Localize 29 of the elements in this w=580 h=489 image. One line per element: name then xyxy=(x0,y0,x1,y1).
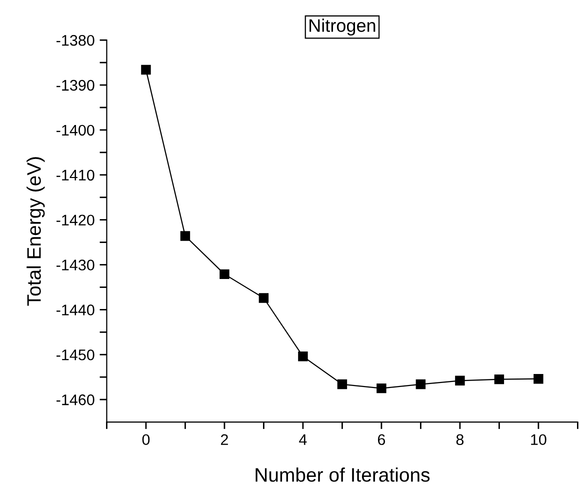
y-tick-label: -1460 xyxy=(56,394,94,406)
y-tick-label: -1390 xyxy=(56,80,94,91)
point xyxy=(337,379,348,390)
y-tick-label: -1450 xyxy=(56,349,94,360)
x-axis-title: Number of Iterations xyxy=(256,468,430,482)
y-tick-label: -1420 xyxy=(56,214,94,226)
chart-title: Nitrogen xyxy=(310,18,376,36)
point xyxy=(258,293,269,303)
x-tick-label: 10 xyxy=(531,434,546,446)
y-tick-label: -1430 xyxy=(56,260,94,270)
point xyxy=(298,352,308,362)
y-tick-label: -1410 xyxy=(56,170,94,181)
y-axis-title: Total Energy (eV) xyxy=(26,157,45,306)
point xyxy=(220,269,230,280)
x-tick-label: 0 xyxy=(142,434,150,446)
point xyxy=(494,374,504,384)
y-tick-label: -1440 xyxy=(56,304,94,316)
point xyxy=(141,64,151,75)
point xyxy=(180,231,190,241)
x-tick-label: 4 xyxy=(299,434,307,445)
point xyxy=(416,379,426,390)
point xyxy=(534,374,544,384)
point xyxy=(455,376,465,386)
x-tick-label: 2 xyxy=(220,434,228,445)
point xyxy=(376,383,386,394)
y-tick-label: -1400 xyxy=(56,124,94,136)
x-tick-label: 6 xyxy=(378,434,386,446)
y-tick-label: -1380 xyxy=(56,34,94,46)
x-tick-label: 8 xyxy=(456,434,464,446)
